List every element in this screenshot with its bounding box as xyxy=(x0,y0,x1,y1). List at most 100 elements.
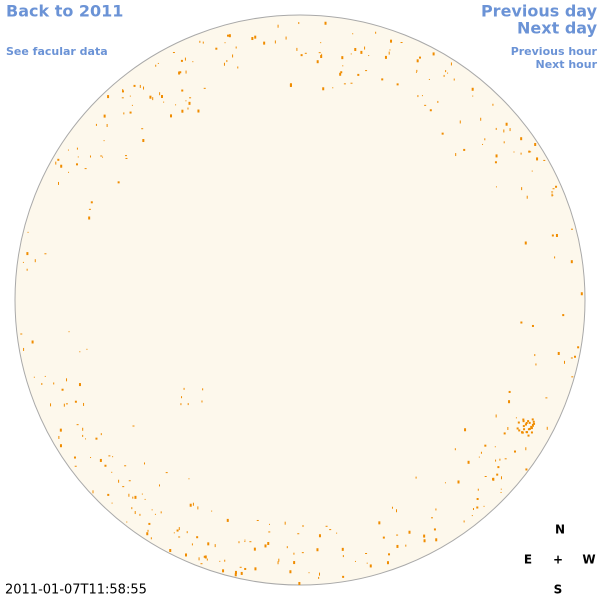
facula xyxy=(530,151,532,153)
facula xyxy=(350,53,352,55)
facula xyxy=(360,50,363,54)
facula xyxy=(472,95,474,97)
facula xyxy=(79,351,81,353)
facula xyxy=(239,566,242,568)
facula xyxy=(141,128,144,130)
facula xyxy=(175,104,177,106)
facula xyxy=(417,95,419,98)
facula xyxy=(483,505,485,507)
facula xyxy=(388,553,391,556)
facula xyxy=(99,458,102,462)
facula xyxy=(472,507,474,510)
facula xyxy=(22,261,24,263)
facula xyxy=(251,37,254,41)
facula xyxy=(284,521,286,525)
facula xyxy=(532,420,535,423)
facula xyxy=(254,35,257,39)
facula xyxy=(342,555,344,558)
facula xyxy=(188,101,191,105)
facula xyxy=(551,193,553,197)
facula xyxy=(415,71,417,73)
facula xyxy=(527,428,530,431)
facula xyxy=(320,42,322,44)
facula xyxy=(172,52,175,54)
facula xyxy=(293,561,296,565)
facula xyxy=(494,161,497,164)
compass-center: + xyxy=(553,553,563,567)
facula xyxy=(83,402,85,406)
facula xyxy=(534,142,537,146)
facula xyxy=(268,523,270,525)
previous-day-link[interactable]: Previous day xyxy=(481,2,598,21)
facula xyxy=(203,87,206,89)
facula xyxy=(300,54,303,57)
back-link[interactable]: Back to 2011 xyxy=(6,2,123,21)
facula xyxy=(188,478,190,480)
facula xyxy=(58,435,60,439)
facula xyxy=(158,484,160,487)
facula xyxy=(63,403,65,407)
facula xyxy=(90,457,92,459)
facula xyxy=(65,403,68,405)
facula xyxy=(181,109,184,113)
facula xyxy=(163,101,165,103)
facular-link[interactable]: See facular data xyxy=(6,45,108,58)
facula xyxy=(301,552,304,554)
facula xyxy=(534,354,536,357)
facula xyxy=(211,510,213,512)
facula xyxy=(496,473,499,476)
facula xyxy=(535,363,537,366)
facula xyxy=(531,418,534,421)
facula xyxy=(224,559,226,562)
facula xyxy=(297,533,300,535)
next-hour-link[interactable]: Next hour xyxy=(536,58,598,71)
facula xyxy=(141,493,143,495)
facula xyxy=(181,396,183,399)
facula xyxy=(522,418,525,421)
facula xyxy=(316,548,319,552)
facula xyxy=(525,421,528,424)
facula xyxy=(34,259,36,263)
facula xyxy=(455,153,457,157)
facula xyxy=(151,509,153,511)
facula xyxy=(318,52,321,54)
facula xyxy=(123,112,125,115)
facula xyxy=(157,62,159,64)
facula xyxy=(441,132,444,135)
facula xyxy=(26,268,28,271)
facula xyxy=(365,552,368,554)
facula xyxy=(214,544,216,548)
facula xyxy=(520,321,523,324)
facula xyxy=(476,498,479,501)
facula xyxy=(433,528,436,531)
facula xyxy=(147,529,149,532)
facula xyxy=(131,507,133,510)
facula xyxy=(102,156,104,158)
facula xyxy=(504,458,507,460)
facula xyxy=(169,548,172,552)
facula xyxy=(203,555,206,558)
facula xyxy=(453,78,455,81)
facula xyxy=(396,509,398,513)
facula xyxy=(57,158,60,161)
facula xyxy=(530,431,533,434)
facula xyxy=(476,506,479,509)
facula xyxy=(274,40,276,44)
facula xyxy=(423,534,426,538)
facula xyxy=(573,355,576,358)
facula xyxy=(522,425,525,428)
facula xyxy=(202,41,204,44)
facula xyxy=(531,423,534,427)
facula xyxy=(557,351,560,355)
facula xyxy=(278,558,280,562)
facula xyxy=(536,157,539,161)
facula xyxy=(90,201,93,204)
next-day-link[interactable]: Next day xyxy=(517,19,598,38)
facula xyxy=(321,53,323,55)
facula xyxy=(289,83,292,87)
previous-hour-link[interactable]: Previous hour xyxy=(511,45,598,58)
facula xyxy=(111,502,113,504)
facula xyxy=(298,22,300,25)
facula xyxy=(204,555,207,559)
facula xyxy=(495,127,497,130)
